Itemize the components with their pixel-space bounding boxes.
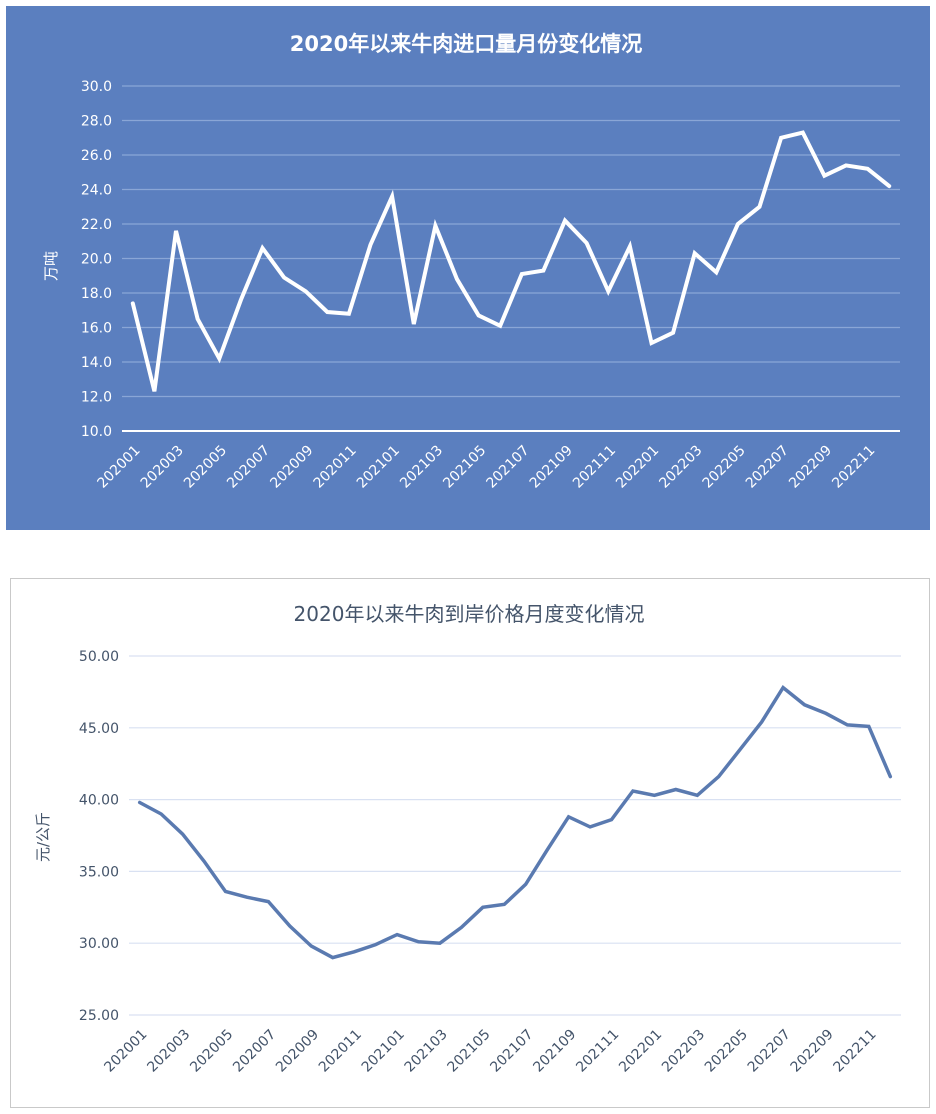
y-tick-label: 24.0 (81, 183, 112, 199)
series-line (137, 684, 893, 960)
x-tick-label: 202101 (359, 1027, 408, 1076)
y-tick-label: 30.0 (81, 79, 112, 95)
series-line (130, 130, 892, 392)
import-volume-chart-svg: 2020年以来牛肉进口量月份变化情况 万吨 10.0 12.0 14.0 16.0 18… (42, 32, 900, 492)
x-tick-label: 202205 (702, 1027, 751, 1076)
y-tick-label: 22.0 (81, 217, 112, 233)
x-tick-label: 202107 (484, 443, 533, 492)
y-axis-label: 万吨 (42, 251, 60, 281)
y-tick-label: 20.0 (81, 252, 112, 268)
x-tick-label: 202211 (831, 1027, 880, 1076)
x-tick-label: 202201 (616, 1027, 665, 1076)
x-tick-label: 202109 (527, 443, 576, 492)
y-tick-label: 10.0 (81, 424, 112, 440)
x-tick-label: 202111 (573, 1027, 622, 1076)
x-tick-label: 202001 (101, 1027, 150, 1076)
x-tick-label: 202203 (659, 1027, 708, 1076)
x-tick-label: 202207 (743, 443, 792, 492)
x-tick-label: 202007 (224, 443, 273, 492)
x-tick-label: 202209 (788, 1027, 837, 1076)
x-tick-label: 202105 (440, 443, 489, 492)
y-tick-label: 50.00 (79, 649, 119, 665)
landed-price-chart: 2020年以来牛肉到岸价格月度变化情况 元/公斤 25.00 30.00 35.00… (10, 578, 930, 1108)
x-tick-label: 202207 (745, 1027, 794, 1076)
x-tick-label: 202103 (402, 1027, 451, 1076)
x-tick-label: 202011 (316, 1027, 365, 1076)
x-tick-label: 202107 (487, 1027, 536, 1076)
chart-title: 2020年以来牛肉进口量月份变化情况 (290, 32, 642, 56)
x-tick-label: 202211 (829, 443, 878, 492)
x-tick-label: 202009 (267, 443, 316, 492)
y-tick-label: 40.00 (79, 793, 119, 809)
x-tick-label: 202003 (138, 443, 187, 492)
x-tick-label: 202009 (273, 1027, 322, 1076)
y-tick-label: 12.0 (81, 390, 112, 406)
x-tick-label: 202103 (397, 443, 446, 492)
x-tick-label: 202011 (311, 443, 360, 492)
x-tick-label: 202209 (786, 443, 835, 492)
y-tick-label: 14.0 (81, 355, 112, 371)
y-tick-label: 45.00 (79, 721, 119, 737)
x-tick-label: 202007 (230, 1027, 279, 1076)
x-tick-label: 202111 (570, 443, 619, 492)
x-tick-label: 202109 (530, 1027, 579, 1076)
chart-title: 2020年以来牛肉到岸价格月度变化情况 (294, 602, 645, 626)
x-tick-label: 202205 (700, 443, 749, 492)
x-tick-label: 202201 (613, 443, 662, 492)
landed-price-chart-svg: 2020年以来牛肉到岸价格月度变化情况 元/公斤 25.00 30.00 35.00… (34, 602, 901, 1076)
import-volume-chart: 2020年以来牛肉进口量月份变化情况 万吨 10.0 12.0 14.0 16.0 18… (6, 6, 930, 530)
y-tick-label: 26.0 (81, 148, 112, 164)
y-axis-label: 元/公斤 (34, 812, 52, 862)
y-tick-label: 28.0 (81, 114, 112, 130)
x-tick-label: 202005 (181, 443, 230, 492)
y-tick-label: 25.00 (79, 1008, 119, 1024)
x-tick-label: 202105 (445, 1027, 494, 1076)
x-tick-label: 202203 (656, 443, 705, 492)
x-tick-label: 202001 (95, 443, 144, 492)
y-tick-label: 16.0 (81, 321, 112, 337)
x-tick-label: 202005 (187, 1027, 236, 1076)
x-tick-label: 202003 (144, 1027, 193, 1076)
y-tick-label: 30.00 (79, 936, 119, 952)
y-tick-label: 35.00 (79, 864, 119, 880)
x-tick-label: 202101 (354, 443, 403, 492)
y-tick-label: 18.0 (81, 286, 112, 302)
